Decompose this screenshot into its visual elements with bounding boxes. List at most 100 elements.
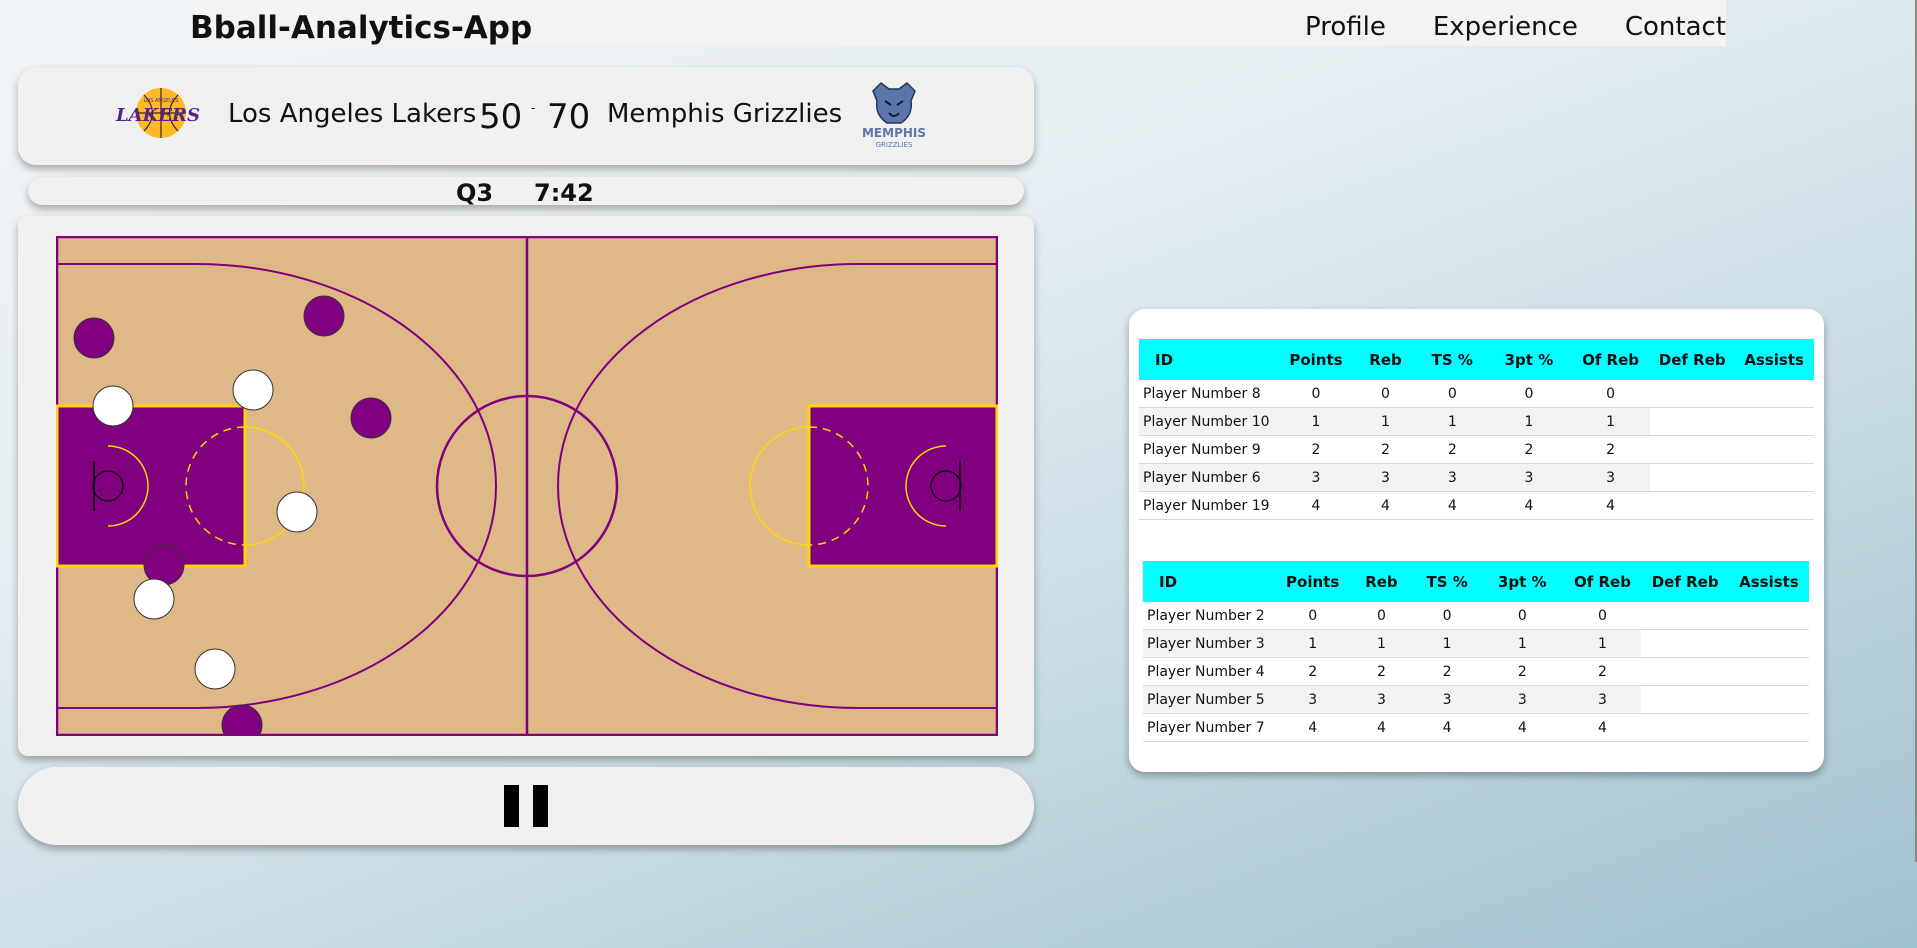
empty-cell xyxy=(1728,629,1809,658)
stat-cell: 3 xyxy=(1570,463,1651,492)
player-id-cell: Player Number 9 xyxy=(1139,435,1279,464)
empty-cell xyxy=(1734,380,1814,408)
svg-text:MEMPHIS: MEMPHIS xyxy=(862,126,926,140)
stat-cell: 0 xyxy=(1349,602,1414,630)
stat-cell: 1 xyxy=(1486,407,1571,436)
column-header: Def Reb xyxy=(1641,561,1729,602)
empty-cell xyxy=(1641,685,1729,714)
stat-cell: 0 xyxy=(1278,380,1354,408)
column-header: TS % xyxy=(1417,339,1487,380)
empty-cell xyxy=(1641,629,1729,658)
stat-cell: 3 xyxy=(1278,463,1354,492)
stat-cell: 4 xyxy=(1570,491,1651,520)
stat-cell: 0 xyxy=(1417,380,1487,408)
scoreboard: LAKERS LOS ANGELES Los Angeles Lakers 50… xyxy=(18,67,1034,165)
empty-cell xyxy=(1728,657,1809,686)
stat-cell: 4 xyxy=(1413,713,1482,742)
stat-cell: 3 xyxy=(1349,685,1414,714)
stat-cell: 1 xyxy=(1353,407,1418,436)
empty-cell xyxy=(1650,380,1735,408)
player-marker xyxy=(232,369,274,411)
stat-cell: 4 xyxy=(1486,491,1571,520)
player-id-cell: Player Number 4 xyxy=(1143,657,1276,686)
stat-cell: 0 xyxy=(1481,602,1564,630)
grizzlies-logo: MEMPHIS GRIZZLIES xyxy=(862,82,926,149)
player-marker xyxy=(92,385,134,427)
empty-cell xyxy=(1734,407,1814,436)
column-header: Points xyxy=(1278,339,1354,380)
empty-cell xyxy=(1641,657,1729,686)
svg-text:GRIZZLIES: GRIZZLIES xyxy=(876,141,913,149)
column-header: ID xyxy=(1143,561,1276,602)
stat-cell: 0 xyxy=(1275,602,1350,630)
table-header-row: ID Points Reb TS % 3pt % Of Reb Def Reb Assists xyxy=(1143,561,1809,602)
player-marker xyxy=(221,704,263,736)
away-team-name: Memphis Grizzlies xyxy=(607,99,843,129)
nav-link-contact[interactable]: Contact xyxy=(1624,12,1726,42)
player-marker xyxy=(350,397,392,439)
stat-cell: 4 xyxy=(1275,713,1350,742)
empty-cell xyxy=(1641,713,1729,742)
stat-cell: 2 xyxy=(1481,657,1564,686)
stat-cell: 3 xyxy=(1353,463,1418,492)
empty-cell xyxy=(1734,435,1814,464)
stat-cell: 4 xyxy=(1353,491,1418,520)
time-remaining: 7:42 xyxy=(534,179,594,207)
stat-cell: 3 xyxy=(1486,463,1571,492)
stat-cell: 2 xyxy=(1278,435,1354,464)
empty-cell xyxy=(1728,685,1809,714)
player-id-cell: Player Number 7 xyxy=(1143,713,1276,742)
player-id-cell: Player Number 19 xyxy=(1139,491,1279,520)
empty-cell xyxy=(1734,491,1814,520)
empty-cell xyxy=(1734,463,1814,492)
player-id-cell: Player Number 6 xyxy=(1139,463,1279,492)
pause-icon[interactable] xyxy=(504,785,548,827)
stat-cell: 4 xyxy=(1417,491,1487,520)
stat-cell: 2 xyxy=(1563,657,1642,686)
stat-cell: 0 xyxy=(1563,602,1642,630)
player-id-cell: Player Number 2 xyxy=(1143,602,1276,630)
stat-cell: 0 xyxy=(1413,602,1482,630)
stat-cell: 2 xyxy=(1275,657,1350,686)
stats-panel: ID Points Reb TS % 3pt % Of Reb Def Reb Assists… xyxy=(1129,309,1824,772)
stat-cell: 2 xyxy=(1570,435,1651,464)
brand-title[interactable]: Bball-Analytics-App xyxy=(190,10,533,46)
score-separator: - xyxy=(531,101,536,115)
stat-cell: 4 xyxy=(1481,713,1564,742)
stat-cell: 1 xyxy=(1417,407,1487,436)
table-row: Player Number 10 1 1 1 1 1 xyxy=(1139,407,1814,436)
player-marker xyxy=(194,648,236,690)
stat-cell: 3 xyxy=(1275,685,1350,714)
stat-cell: 4 xyxy=(1563,713,1642,742)
empty-cell xyxy=(1650,491,1735,520)
basketball-court xyxy=(56,236,998,736)
column-header: ID xyxy=(1139,339,1279,380)
player-marker xyxy=(276,491,318,533)
scrollbar-edge xyxy=(1915,0,1917,862)
table-header-row: ID Points Reb TS % 3pt % Of Reb Def Reb Assists xyxy=(1139,339,1814,380)
top-nav: Bball-Analytics-App Profile Experience C… xyxy=(190,0,1726,46)
column-header: 3pt % xyxy=(1486,339,1571,380)
nav-link-profile[interactable]: Profile xyxy=(1305,12,1386,42)
nav-link-experience[interactable]: Experience xyxy=(1432,12,1578,42)
stat-cell: 3 xyxy=(1413,685,1482,714)
svg-text:LOS ANGELES: LOS ANGELES xyxy=(144,98,179,104)
player-id-cell: Player Number 5 xyxy=(1143,685,1276,714)
empty-cell xyxy=(1650,463,1735,492)
column-header: Of Reb xyxy=(1563,561,1642,602)
home-team-name: Los Angeles Lakers xyxy=(228,99,477,129)
stat-cell: 2 xyxy=(1353,435,1418,464)
empty-cell xyxy=(1728,602,1809,630)
stat-cell: 1 xyxy=(1481,629,1564,658)
stat-cell: 0 xyxy=(1486,380,1571,408)
stat-cell: 1 xyxy=(1413,629,1482,658)
table-row: Player Number 19 4 4 4 4 4 xyxy=(1139,491,1814,520)
away-score: 70 xyxy=(547,97,591,137)
player-marker xyxy=(73,317,115,359)
stat-cell: 0 xyxy=(1353,380,1418,408)
